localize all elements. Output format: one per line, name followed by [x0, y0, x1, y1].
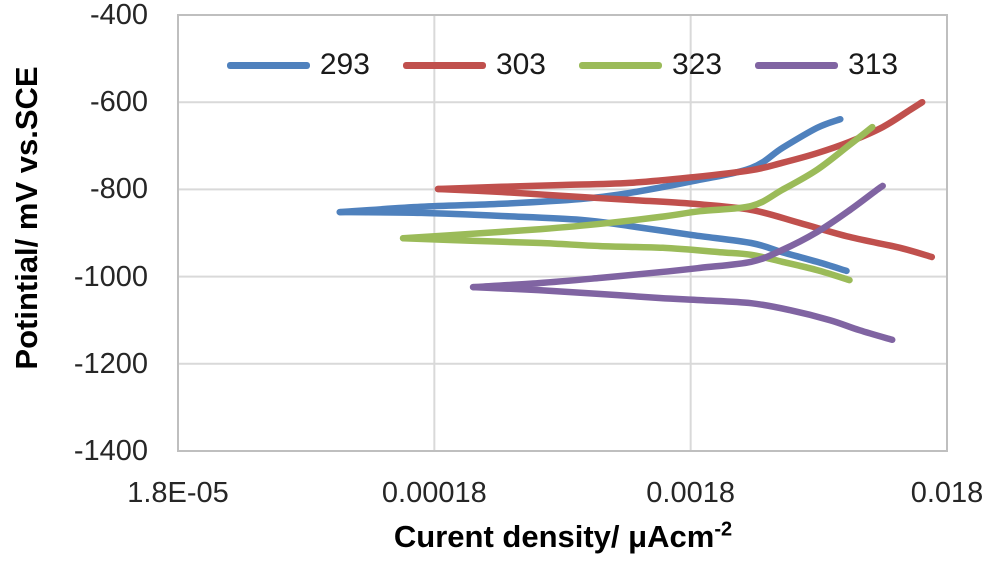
x-axis-title-text: Curent density/ μAcm: [393, 519, 715, 554]
x-axis-title: Curent density/ μAcm-2: [394, 519, 732, 555]
legend-item-293: 293: [226, 48, 370, 82]
y-tick-label: -600: [89, 86, 148, 119]
curve-313-cathodic: [469, 283, 896, 344]
legend-label-293: 293: [319, 48, 370, 81]
legend-swatch-313: [755, 61, 839, 69]
legend-item-303: 303: [402, 48, 546, 82]
curve-293-anodic: [336, 115, 844, 216]
curve-303-cathodic: [434, 185, 936, 261]
legend-item-313: 313: [755, 48, 898, 82]
legend-label-303: 303: [495, 48, 546, 81]
x-tick-label: 0.018: [910, 477, 984, 509]
curve-313-anodic: [469, 182, 886, 291]
legend: 293 303 323 313: [178, 47, 947, 83]
y-tick-label: -800: [89, 173, 148, 206]
x-tick-label: 1.8E-05: [127, 477, 229, 509]
legend-swatch-323: [579, 61, 662, 69]
plot-border: [177, 14, 948, 452]
legend-label-313: 313: [848, 48, 899, 81]
legend-swatch-303: [402, 61, 486, 69]
legend-label-323: 323: [672, 48, 723, 81]
x-tick-label: 0.00018: [381, 477, 487, 509]
curve-323-cathodic: [399, 234, 853, 284]
legend-item-323: 323: [579, 48, 722, 82]
legend-swatch-293: [226, 61, 310, 69]
y-tick-label: -400: [89, 0, 148, 31]
x-axis-title-exponent: -2: [714, 518, 733, 541]
curve-323-anodic: [399, 123, 876, 242]
curve-293-cathodic: [336, 208, 850, 275]
curve-303-anodic: [434, 98, 926, 193]
y-tick-label: -1400: [73, 435, 148, 467]
x-tick-label: 0.0018: [646, 477, 736, 509]
y-tick-label: -1200: [73, 347, 148, 380]
y-tick-label: -1000: [73, 260, 148, 293]
